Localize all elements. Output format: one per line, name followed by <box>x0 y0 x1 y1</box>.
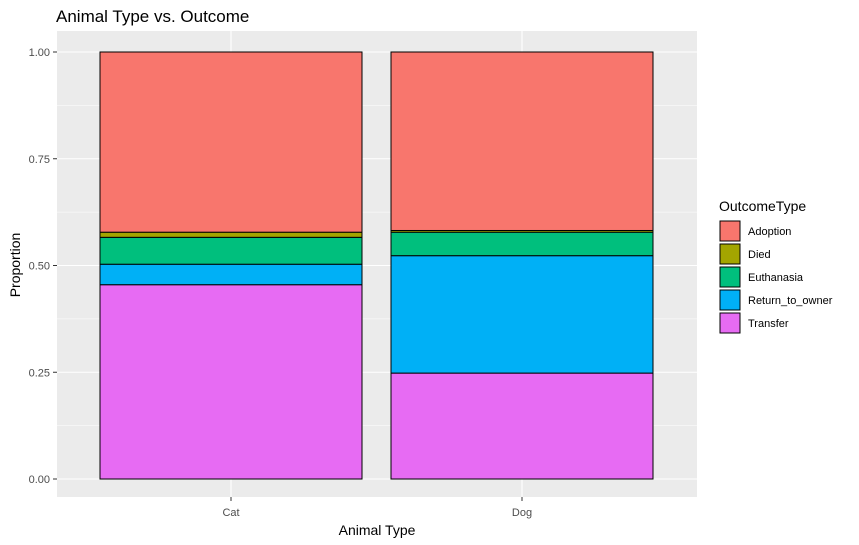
bar-cat-return-to-owner <box>99 263 363 286</box>
bar-dog-euthanasia <box>390 231 654 257</box>
y-tick-label: 1.00 <box>29 47 50 59</box>
x-tick-label: Dog <box>512 507 532 519</box>
legend-label-adoption: Adoption <box>748 226 791 238</box>
legend-label-died: Died <box>748 249 771 261</box>
legend-key-adoption <box>719 220 741 242</box>
legend-label-euthanasia: Euthanasia <box>748 272 804 284</box>
bars <box>99 51 654 480</box>
bar-dog-transfer <box>390 372 654 480</box>
bar-cat-adoption <box>99 51 363 233</box>
x-axis-title: Animal Type <box>339 522 416 538</box>
legend-key-transfer <box>719 312 741 334</box>
x-axis: Cat Dog <box>222 497 532 519</box>
legend-key-died <box>719 243 741 265</box>
legend-label-transfer: Transfer <box>748 318 789 330</box>
bar-cat-transfer <box>99 284 363 480</box>
bar-cat-died <box>99 231 363 238</box>
chart-title: Animal Type vs. Outcome <box>56 7 249 26</box>
y-axis: 0.00 0.25 0.50 0.75 1.00 <box>29 47 57 486</box>
y-tick-label: 0.75 <box>29 154 50 166</box>
legend-title: OutcomeType <box>719 198 806 214</box>
legend-key-euthanasia <box>719 266 741 288</box>
bar-cat-euthanasia <box>99 236 363 265</box>
y-tick-label: 0.00 <box>29 474 50 486</box>
y-tick-label: 0.50 <box>29 261 50 273</box>
bar-dog-return-to-owner <box>390 255 654 374</box>
y-tick-label: 0.25 <box>29 367 50 379</box>
bar-dog-adoption <box>390 51 654 231</box>
x-tick-label: Cat <box>222 507 239 519</box>
legend-label-return-to-owner: Return_to_owner <box>748 295 833 307</box>
y-axis-title: Proportion <box>7 233 23 298</box>
legend-key-return-to-owner <box>719 289 741 311</box>
legend: OutcomeType Adoption Died Euthanasia Return… <box>719 198 833 334</box>
